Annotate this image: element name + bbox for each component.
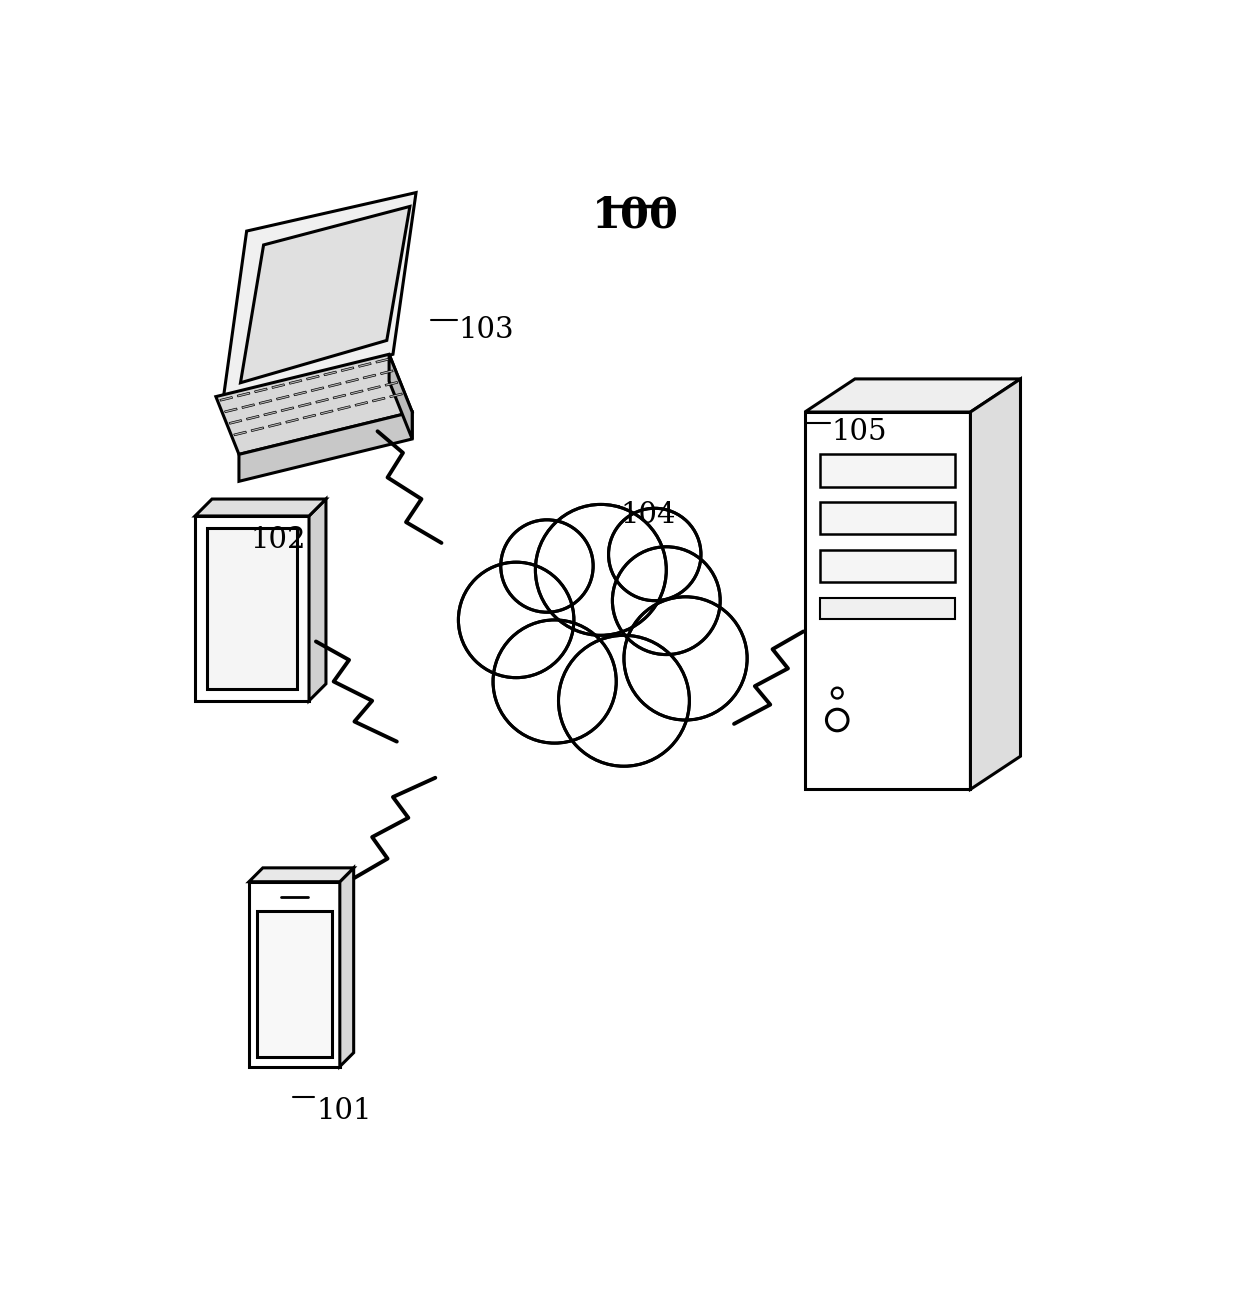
Circle shape: [609, 509, 701, 600]
Polygon shape: [249, 867, 353, 882]
Polygon shape: [971, 379, 1021, 790]
Text: 102: 102: [250, 526, 306, 554]
Circle shape: [502, 521, 593, 612]
Polygon shape: [242, 404, 254, 408]
Polygon shape: [229, 420, 242, 424]
Polygon shape: [250, 426, 264, 432]
Polygon shape: [340, 867, 353, 1066]
Polygon shape: [376, 358, 388, 363]
Polygon shape: [207, 528, 298, 690]
Polygon shape: [805, 379, 1021, 412]
Polygon shape: [257, 911, 332, 1057]
Circle shape: [624, 597, 748, 720]
Circle shape: [614, 547, 719, 654]
Polygon shape: [334, 395, 346, 399]
Bar: [821, 503, 955, 534]
Polygon shape: [337, 405, 351, 411]
Polygon shape: [195, 516, 309, 700]
Polygon shape: [351, 390, 363, 395]
Bar: [821, 597, 955, 619]
Polygon shape: [241, 207, 410, 383]
Bar: [821, 454, 955, 487]
Circle shape: [536, 504, 666, 636]
Polygon shape: [324, 371, 336, 376]
Circle shape: [494, 620, 616, 744]
Polygon shape: [389, 393, 403, 397]
Polygon shape: [355, 401, 368, 407]
Polygon shape: [368, 386, 381, 391]
Polygon shape: [281, 407, 294, 412]
Text: 101: 101: [316, 1098, 372, 1125]
Polygon shape: [299, 403, 311, 408]
Polygon shape: [239, 412, 412, 482]
Polygon shape: [289, 379, 303, 384]
Polygon shape: [311, 387, 324, 392]
Text: 100: 100: [591, 195, 680, 237]
Circle shape: [625, 597, 746, 719]
Polygon shape: [294, 391, 306, 396]
Polygon shape: [285, 418, 299, 424]
Bar: [805, 412, 971, 790]
Polygon shape: [372, 397, 386, 401]
Polygon shape: [272, 384, 285, 388]
Polygon shape: [329, 383, 341, 387]
Circle shape: [826, 709, 848, 730]
Polygon shape: [233, 432, 247, 436]
Polygon shape: [306, 375, 319, 380]
Polygon shape: [363, 374, 376, 379]
Polygon shape: [195, 499, 326, 516]
Circle shape: [536, 505, 666, 634]
Circle shape: [613, 546, 720, 654]
Polygon shape: [268, 422, 281, 428]
Polygon shape: [237, 392, 250, 397]
Polygon shape: [341, 367, 353, 371]
Polygon shape: [224, 408, 237, 413]
Polygon shape: [249, 882, 340, 1066]
Circle shape: [459, 563, 573, 676]
Circle shape: [832, 688, 843, 699]
Circle shape: [558, 636, 689, 766]
Bar: [821, 550, 955, 582]
Polygon shape: [277, 395, 289, 400]
Polygon shape: [358, 363, 371, 367]
Polygon shape: [219, 396, 233, 401]
Polygon shape: [223, 192, 417, 396]
Polygon shape: [316, 399, 329, 403]
Circle shape: [609, 508, 701, 600]
Polygon shape: [247, 416, 259, 420]
Polygon shape: [254, 388, 268, 392]
Circle shape: [501, 520, 593, 612]
Text: 104: 104: [620, 500, 676, 529]
Text: 105: 105: [832, 418, 888, 446]
Circle shape: [494, 621, 615, 742]
Polygon shape: [303, 415, 316, 418]
Polygon shape: [389, 354, 412, 440]
Circle shape: [559, 636, 688, 766]
Polygon shape: [259, 400, 272, 404]
Polygon shape: [320, 411, 334, 415]
Circle shape: [459, 562, 574, 678]
Polygon shape: [264, 411, 277, 416]
Polygon shape: [216, 354, 412, 454]
Polygon shape: [384, 382, 398, 386]
Polygon shape: [346, 379, 358, 383]
Polygon shape: [309, 499, 326, 700]
Polygon shape: [381, 370, 393, 375]
Text: 103: 103: [459, 316, 515, 343]
